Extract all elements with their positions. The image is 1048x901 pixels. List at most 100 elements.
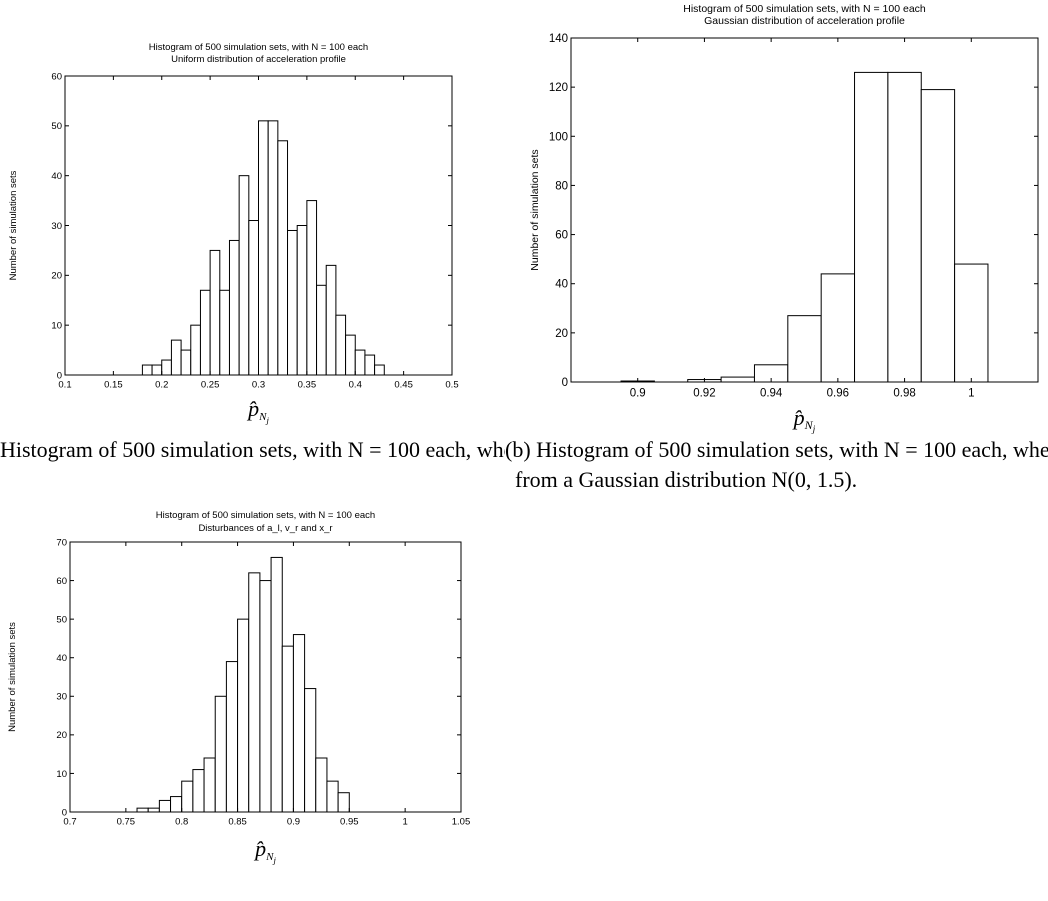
y-tick-label: 60 <box>56 576 67 587</box>
histogram-bar <box>354 349 366 376</box>
caption-a: Histogram of 500 simulation sets, with N… <box>0 437 505 463</box>
chart-title-line1: Histogram of 500 simulation sets, with N… <box>149 42 368 53</box>
histogram-bar <box>192 769 205 813</box>
x-tick-label: 0.9 <box>630 388 646 400</box>
y-axis-label: Number of simulation sets <box>7 622 18 732</box>
x-tick-label: 1 <box>968 388 974 400</box>
histogram-bar <box>248 572 261 813</box>
y-tick-label: 100 <box>549 131 568 143</box>
x-tick-label: 0.96 <box>827 388 849 400</box>
chart-1: 0.1 0.15 0.2 0.25 0.3 0.35 0.4 0.45 0.5 0 10 20 30 40… <box>8 42 459 425</box>
histogram-bar <box>225 661 239 813</box>
histogram-bar <box>180 349 192 376</box>
histogram-bar <box>345 334 356 376</box>
y-tick-label: 10 <box>56 769 67 780</box>
chart-title-line2: Disturbances of a_l, v_r and x_r <box>198 523 332 534</box>
axes-frame <box>570 37 1039 383</box>
histogram-bar <box>270 556 283 813</box>
histogram-bar <box>854 71 889 383</box>
histogram-bar <box>920 89 956 383</box>
histogram-bar <box>287 229 298 376</box>
caption-b: (b) Histogram of 500 simulation sets, wi… <box>505 437 1048 463</box>
x-tick-label: 0.15 <box>104 380 123 391</box>
histogram-bar <box>315 757 328 813</box>
histogram-bar <box>170 339 182 376</box>
histogram-bar <box>787 315 822 383</box>
x-tick-label: 0.45 <box>394 380 413 391</box>
histogram-bar <box>158 799 172 813</box>
x-tick-label: 0.95 <box>340 817 359 828</box>
histogram-bar <box>248 220 259 376</box>
caption-a-text: Histogram of 500 simulation sets, with N… <box>0 437 505 462</box>
x-tick-label: 0.35 <box>298 380 317 391</box>
x-tick-label: 0.7 <box>63 817 76 828</box>
chart-title-line2: Uniform distribution of acceleration pro… <box>171 54 346 65</box>
y-tick-label: 20 <box>56 730 67 741</box>
histogram-bar <box>214 695 227 813</box>
histogram-bar <box>281 645 294 813</box>
x-tick-label: 0.92 <box>693 388 715 400</box>
histogram-bar <box>337 792 350 813</box>
y-tick-label: 0 <box>57 370 62 381</box>
histogram-bar <box>316 284 327 376</box>
y-tick-label: 10 <box>51 320 62 331</box>
x-tick-label: 0.98 <box>893 388 915 400</box>
histogram-bar <box>147 807 160 813</box>
histogram-bar <box>151 364 163 376</box>
y-tick-label: 60 <box>51 71 62 82</box>
histogram-bar <box>228 239 240 376</box>
caption-b-text-2: from a Gaussian distribution N(0, 1.5). <box>515 467 858 492</box>
histogram-bar <box>259 580 272 813</box>
y-tick-label: 50 <box>56 614 67 625</box>
caption-b-line2: from a Gaussian distribution N(0, 1.5). <box>515 467 857 493</box>
histogram-bar <box>304 688 317 813</box>
y-tick-label: 40 <box>51 171 62 182</box>
y-tick-label: 60 <box>555 230 568 242</box>
x-tick-label: 0.94 <box>760 388 783 400</box>
histogram-bar <box>277 140 289 376</box>
histogram-bar <box>267 120 279 376</box>
y-tick-label: 50 <box>51 121 62 132</box>
histogram-bar <box>325 264 337 376</box>
x-tick-label: 1.05 <box>452 817 471 828</box>
y-tick-label: 30 <box>51 221 62 232</box>
y-tick-label: 0 <box>62 807 67 818</box>
y-axis-label: Number of simulation sets <box>529 149 541 270</box>
histogram-bar <box>136 807 149 813</box>
x-tick-label: 0.2 <box>155 380 168 391</box>
caption-b-text-1: Histogram of 500 simulation sets, with N… <box>536 437 1048 462</box>
histogram-bar <box>199 289 211 376</box>
histogram-bar <box>237 618 250 813</box>
histogram-bar <box>161 359 172 376</box>
x-tick-label: 0.25 <box>201 380 220 391</box>
y-tick-label: 70 <box>56 537 67 548</box>
histogram-bar <box>335 314 347 376</box>
histogram-bar <box>181 780 194 813</box>
histogram-bar <box>306 200 318 376</box>
histogram-bar <box>364 354 376 376</box>
histogram-bar <box>209 249 221 376</box>
chart-title-line1: Histogram of 500 simulation sets, with N… <box>156 510 375 521</box>
histogram-bar <box>203 757 216 813</box>
y-tick-label: 40 <box>56 653 67 664</box>
x-tick-label: 0.3 <box>252 380 265 391</box>
x-tick-label: 0.1 <box>58 380 71 391</box>
y-axis-label: Number of simulation sets <box>8 170 19 280</box>
y-tick-label: 0 <box>562 377 568 389</box>
y-tick-label: 30 <box>56 692 67 703</box>
chart-2: 0.9 0.92 0.94 0.96 0.98 1 0 20 40 60 80 100 120 140 Hi… <box>529 3 1039 435</box>
x-tick-label: 0.85 <box>228 817 247 828</box>
y-tick-label: 140 <box>549 33 568 45</box>
chart-3: 0.7 0.75 0.8 0.85 0.9 0.95 1 1.05 0 10 20 30 40 50 60 7… <box>7 510 470 865</box>
y-tick-label: 120 <box>549 82 568 94</box>
histogram-bar <box>954 263 989 383</box>
caption-b-label: (b) <box>505 437 531 462</box>
histogram-bar <box>887 71 922 383</box>
histogram-bar <box>326 780 339 813</box>
histogram-bar <box>374 364 385 376</box>
y-tick-label: 40 <box>555 279 568 291</box>
y-tick-label: 80 <box>555 180 568 192</box>
x-tick-label: 0.5 <box>445 380 458 391</box>
histogram-bar <box>720 376 755 383</box>
